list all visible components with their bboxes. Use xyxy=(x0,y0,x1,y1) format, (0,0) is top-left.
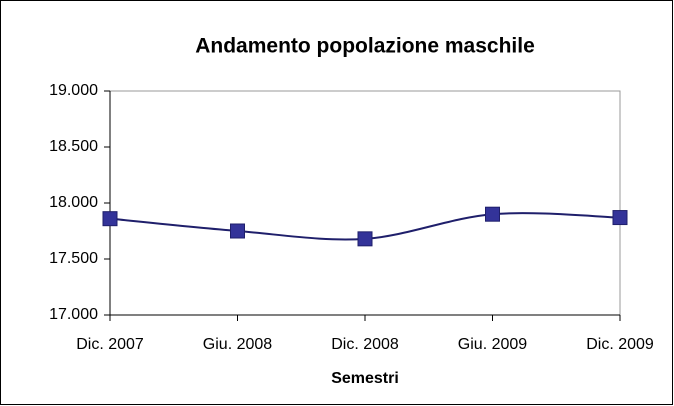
point-marker xyxy=(485,206,500,222)
point-marker xyxy=(230,223,245,239)
point-marker xyxy=(102,211,118,227)
x-tick-label: Dic. 2009 xyxy=(586,336,654,353)
y-tick-label: 19.000 xyxy=(49,82,98,99)
x-tick-label: Dic. 2007 xyxy=(76,336,144,353)
y-tick-label: 18.000 xyxy=(49,194,98,211)
x-tick-label: Dic. 2008 xyxy=(331,336,399,353)
point-marker xyxy=(612,210,628,226)
plot-area xyxy=(109,90,621,316)
y-tick-label: 17.500 xyxy=(49,250,98,267)
x-axis-title: Semestri xyxy=(331,370,399,387)
x-tick-label: Giu. 2009 xyxy=(458,336,527,353)
y-tick-label: 17.000 xyxy=(49,306,98,323)
point-marker xyxy=(357,231,373,247)
y-tick-label: 18.500 xyxy=(49,138,98,155)
x-tick-label: Giu. 2008 xyxy=(203,336,272,353)
chart-title: Andamento popolazione maschile xyxy=(195,35,535,58)
